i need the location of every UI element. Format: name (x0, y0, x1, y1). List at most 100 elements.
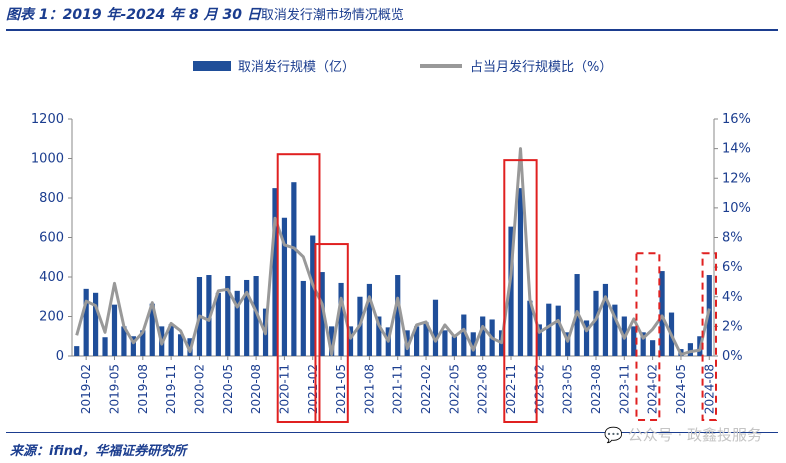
page-title: 图表 1：2019 年-2024 年 8 月 30 日取消发行潮市场情况概览 (6, 4, 404, 24)
watermark-text: 公众号 · 政鑫投服务 (627, 426, 762, 444)
bar (74, 346, 80, 356)
bar (102, 337, 108, 356)
y-right-tick-label: 0% (722, 349, 743, 364)
bar (319, 272, 325, 356)
highlight-box (503, 159, 538, 423)
ratio-line (75, 147, 711, 356)
y-left-tick-label: 200 (39, 310, 64, 325)
y-right-tick-label: 4% (722, 290, 743, 305)
bar (687, 343, 693, 356)
x-tick-label: 2022-05 (447, 364, 461, 414)
bar (640, 332, 646, 356)
title-main: 图表 1：2019 年-2024 年 8 月 30 日 (6, 7, 261, 23)
y-right-tick-label: 10% (722, 201, 751, 216)
legend-label-bar: 取消发行规模（亿） (238, 59, 355, 75)
x-tick-label: 2021-08 (362, 364, 376, 414)
bar (338, 282, 344, 356)
bar (508, 226, 514, 356)
x-tick-label: 2020-08 (249, 364, 263, 414)
wechat-icon: 💬 (604, 426, 623, 444)
legend-swatch-bar (193, 61, 231, 71)
x-tick-label: 2019-05 (107, 364, 121, 414)
bar (121, 326, 127, 356)
bar (423, 322, 429, 356)
bar (130, 336, 136, 356)
x-tick-label: 2023-11 (617, 364, 631, 414)
bar (244, 279, 250, 356)
x-tick-label: 2023-05 (561, 364, 575, 414)
x-tick-label: 2020-05 (221, 364, 235, 414)
bar (366, 283, 372, 356)
bar (527, 300, 533, 356)
x-tick-label: 2022-08 (476, 364, 490, 414)
bar (310, 235, 316, 356)
x-tick-label: 2023-02 (532, 364, 546, 414)
bar (583, 320, 590, 356)
bar (650, 340, 656, 356)
bar (659, 271, 665, 356)
bar (253, 276, 259, 356)
bar (593, 290, 599, 356)
bar (93, 292, 99, 356)
highlight-box (314, 243, 349, 423)
x-tick-label: 2024-02 (646, 364, 660, 414)
x-tick-label: 2024-05 (674, 364, 688, 414)
y-right-tick-label: 16% (722, 112, 751, 127)
x-tick-label: 2021-02 (306, 364, 320, 414)
highlight-box (701, 252, 718, 421)
bar (546, 303, 552, 356)
bar (480, 316, 486, 356)
bar (395, 275, 401, 356)
bar (140, 330, 146, 356)
bar (602, 283, 609, 356)
x-tick-label: 2019-08 (136, 364, 150, 414)
y-left-tick-label: 400 (39, 270, 64, 285)
x-tick-label: 2021-05 (334, 364, 348, 414)
bar (536, 324, 542, 356)
bar (272, 188, 278, 356)
bar (168, 324, 174, 356)
bar (329, 326, 335, 356)
watermark: 💬 公众号 · 政鑫投服务 (604, 424, 762, 445)
bar (432, 299, 439, 356)
bar (612, 304, 618, 356)
bar (451, 336, 457, 356)
y-right-tick-label: 6% (722, 260, 743, 275)
bar (517, 188, 524, 356)
bar (631, 326, 637, 356)
x-tick-label: 2021-11 (391, 364, 405, 414)
bar (461, 314, 467, 356)
bar (177, 334, 184, 356)
bar (149, 303, 155, 356)
highlight-box (276, 153, 321, 423)
source-note: 来源：ifind，华福证券研究所 (10, 444, 187, 459)
bar (470, 332, 476, 356)
bar (565, 332, 571, 356)
y-right-tick-label: 14% (722, 142, 751, 157)
bar (291, 182, 297, 356)
bar (376, 316, 382, 356)
x-tick-label: 2024-08 (702, 364, 716, 414)
x-tick-label: 2023-08 (589, 364, 603, 414)
y-left-tick-label: 0 (56, 349, 64, 364)
bar (83, 288, 89, 356)
x-tick-label: 2022-02 (419, 364, 433, 414)
bar (442, 330, 448, 356)
y-left-tick-label: 600 (39, 231, 64, 246)
bottom-rule (6, 432, 778, 433)
bar (234, 290, 240, 356)
y-left-tick-label: 800 (39, 191, 64, 206)
x-tick-label: 2020-02 (192, 364, 206, 414)
y-right-tick-label: 12% (722, 171, 751, 186)
y-left-tick-label: 1200 (31, 112, 64, 127)
title-sub: 取消发行潮市场情况概览 (260, 8, 404, 23)
bar (215, 292, 221, 356)
x-tick-label: 2019-11 (164, 364, 178, 414)
bar (225, 276, 231, 356)
y-right-tick-label: 8% (722, 231, 743, 246)
bar (300, 280, 306, 356)
legend-label-line: 占当月发行规模比（%） (470, 59, 612, 75)
y-left-tick-label: 1000 (31, 152, 64, 167)
x-tick-label: 2022-11 (504, 364, 518, 414)
